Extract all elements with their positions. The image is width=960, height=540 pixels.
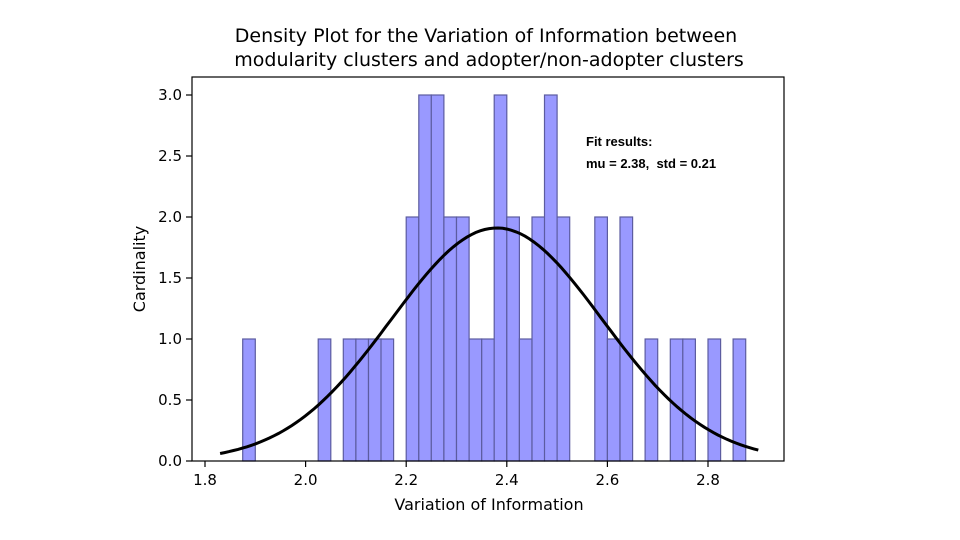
histogram-bar-19 bbox=[594, 216, 608, 462]
y-tick-label-5: 2.5 bbox=[158, 147, 182, 165]
histogram-bar-6 bbox=[405, 216, 420, 462]
histogram-bar-16 bbox=[531, 216, 546, 462]
fit-results-heading: Fit results: bbox=[586, 134, 652, 149]
histogram-bar-11 bbox=[468, 338, 483, 462]
histogram-bar-14 bbox=[506, 216, 520, 462]
plot-frame bbox=[191, 76, 785, 462]
x-axis-label: Variation of Information bbox=[394, 495, 583, 514]
y-tick-label-2: 1.0 bbox=[158, 330, 182, 348]
x-tick-label-1: 2.0 bbox=[294, 471, 318, 489]
histogram-bar-4 bbox=[367, 338, 382, 462]
y-tick-label-3: 1.5 bbox=[158, 269, 182, 287]
fit-curve-group bbox=[219, 226, 759, 455]
y-tick-label-0: 0.0 bbox=[158, 452, 182, 470]
histogram-bar-12 bbox=[481, 338, 495, 462]
chart-title-line-2: modularity clusters and adopter/non-adop… bbox=[228, 49, 744, 71]
chart-title-line-1: Density Plot for the Variation of Inform… bbox=[235, 25, 737, 47]
histogram-bar-2 bbox=[342, 338, 357, 462]
histogram-bar-17 bbox=[543, 94, 558, 462]
histogram-bar-15 bbox=[518, 338, 533, 462]
histogram-bars bbox=[242, 94, 747, 462]
y-axis-ticks: 0.0 0.5 1.0 1.5 2.0 2.5 3.0 bbox=[158, 86, 192, 470]
x-axis-ticks: 1.8 2.0 2.2 2.4 2.6 2.8 bbox=[193, 461, 720, 489]
y-axis-label: Cardinality bbox=[130, 226, 149, 312]
fit-results-values: mu = 2.38, std = 0.21 bbox=[586, 156, 716, 171]
histogram-bar-24 bbox=[682, 338, 696, 462]
histogram-bar-10 bbox=[455, 216, 470, 462]
x-tick-label-2: 2.2 bbox=[394, 471, 418, 489]
histogram-bar-25 bbox=[707, 338, 722, 462]
y-tick-label-4: 2.0 bbox=[158, 208, 182, 226]
histogram-bar-22 bbox=[644, 338, 659, 462]
histogram-bar-18 bbox=[556, 216, 571, 462]
histogram-bar-23 bbox=[669, 338, 684, 462]
y-tick-label-1: 0.5 bbox=[158, 391, 182, 409]
x-tick-label-4: 2.6 bbox=[595, 471, 619, 489]
histogram-bar-20 bbox=[606, 338, 621, 462]
histogram-bar-13 bbox=[493, 94, 508, 462]
x-tick-label-0: 1.8 bbox=[193, 471, 217, 489]
histogram-bar-5 bbox=[380, 338, 395, 462]
x-tick-label-3: 2.4 bbox=[495, 471, 519, 489]
histogram-bar-8 bbox=[430, 94, 445, 462]
x-tick-label-5: 2.8 bbox=[696, 471, 720, 489]
y-tick-label-6: 3.0 bbox=[158, 86, 182, 104]
histogram-bar-21 bbox=[619, 216, 634, 462]
normal-fit-curve bbox=[219, 226, 759, 455]
histogram-bar-0 bbox=[242, 338, 256, 462]
